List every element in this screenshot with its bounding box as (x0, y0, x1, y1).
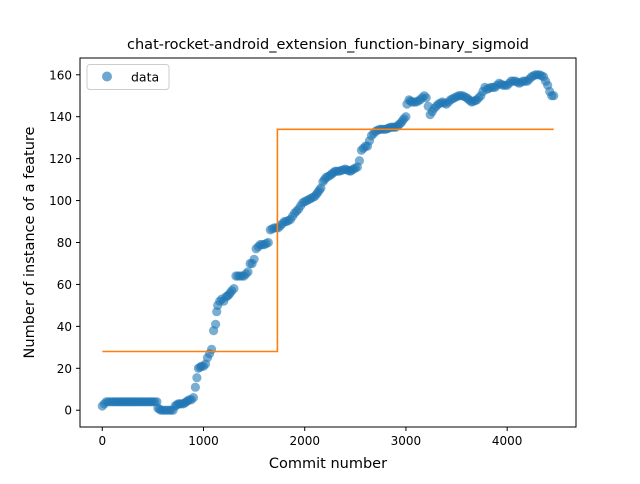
y-tick-label: 60 (57, 278, 72, 292)
data-point (207, 344, 217, 354)
x-axis-label: Commit number (269, 456, 387, 472)
data-point (211, 319, 221, 329)
chart-title: chat-rocket-android_extension_function-b… (127, 37, 529, 53)
y-tick-label: 120 (49, 152, 72, 166)
data-point (476, 91, 486, 101)
x-tick-label: 1000 (188, 434, 219, 448)
y-tick-label: 160 (49, 68, 72, 82)
data-point (229, 284, 239, 294)
y-tick-label: 0 (64, 404, 72, 418)
legend-label-data: data (131, 70, 159, 85)
step-fit-line (102, 128, 554, 353)
x-tick-label: 4000 (492, 434, 523, 448)
y-axis-label: Number of instance of a feature (22, 126, 38, 358)
x-tick-label: 0 (98, 434, 106, 448)
data-point (421, 93, 431, 103)
y-tick-label: 100 (49, 194, 72, 208)
plot-area (97, 70, 559, 415)
data-point (188, 393, 198, 403)
y-tick-label: 140 (49, 110, 72, 124)
data-point (192, 373, 202, 383)
data-point (243, 267, 253, 277)
data-point (362, 141, 373, 151)
data-point (249, 254, 259, 264)
y-tick-label: 40 (57, 320, 72, 334)
data-point (401, 112, 411, 122)
data-point (354, 156, 364, 166)
x-tick-label: 3000 (391, 434, 422, 448)
axes: 0 1000 2000 3000 4000 0 20 40 60 80 100 120 140 160 (49, 68, 522, 448)
legend-box (86, 64, 170, 90)
x-tick-label: 2000 (289, 434, 320, 448)
data-point (549, 91, 559, 101)
data-point (190, 382, 200, 392)
y-tick-label: 80 (57, 236, 72, 250)
legend: data (86, 64, 170, 90)
legend-marker-data (102, 71, 112, 82)
data-point (263, 237, 273, 248)
y-tick-label: 20 (57, 362, 72, 376)
